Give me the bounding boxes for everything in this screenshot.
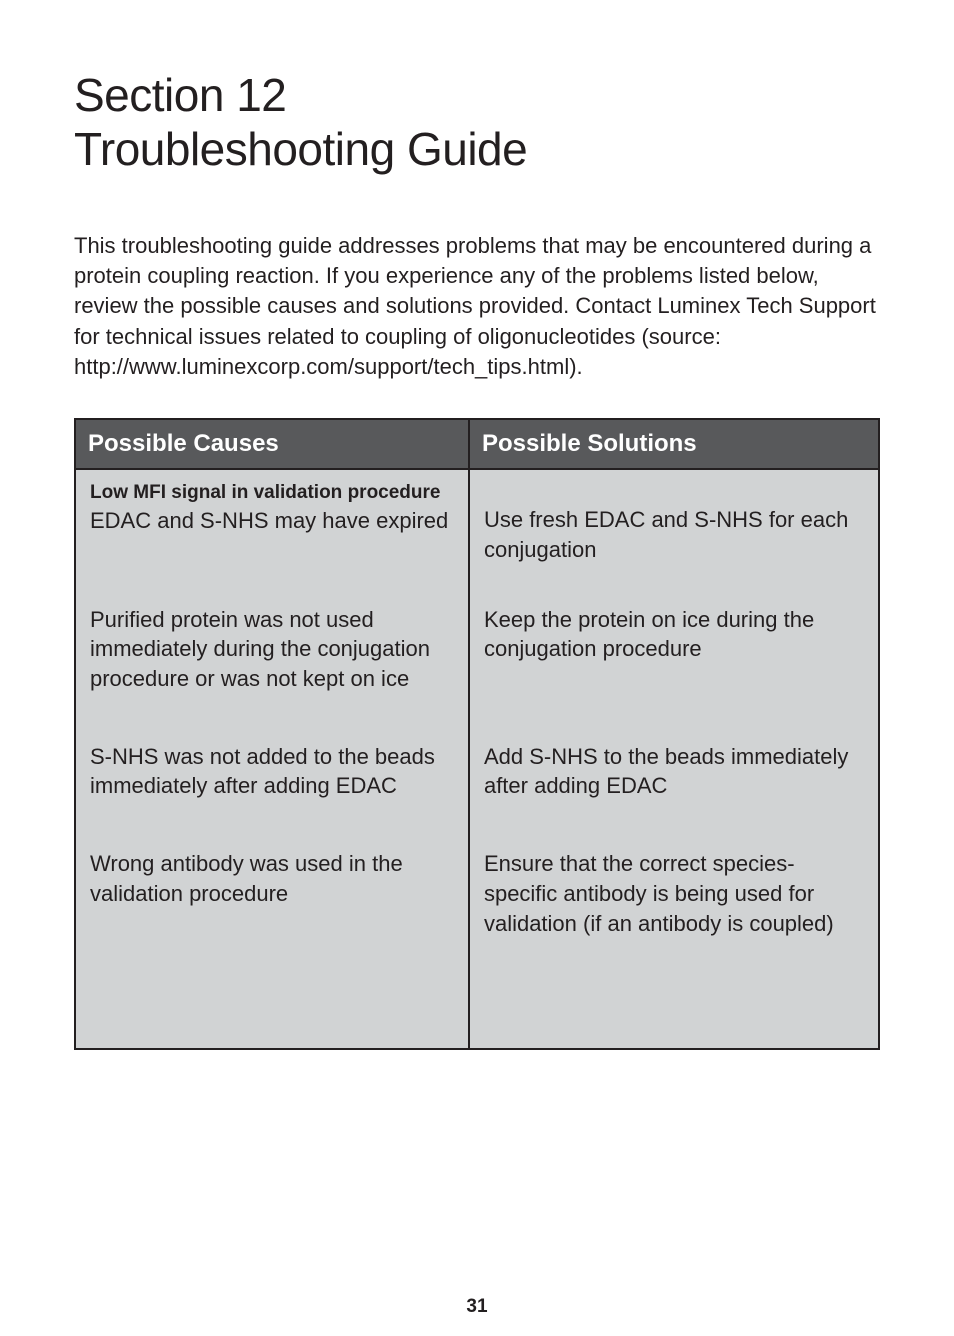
cell-cause: Low MFI signal in validation procedureED…	[75, 469, 469, 604]
cause-text: Wrong antibody was used in the validatio…	[90, 851, 403, 906]
header-causes: Possible Causes	[75, 419, 469, 469]
cell-cause: Purified protein was not used immediatel…	[75, 605, 469, 742]
cell-solution: Ensure that the correct species-specific…	[469, 849, 879, 1049]
table-row: S-NHS was not added to the beads immedia…	[75, 742, 879, 849]
cell-solution: Add S-NHS to the beads immediately after…	[469, 742, 879, 849]
header-solutions: Possible Solutions	[469, 419, 879, 469]
cause-text: S-NHS was not added to the beads immedia…	[90, 744, 435, 799]
cause-text: Purified protein was not used immediatel…	[90, 607, 430, 691]
table-row: Wrong antibody was used in the validatio…	[75, 849, 879, 1049]
intro-paragraph: This troubleshooting guide addresses pro…	[74, 231, 880, 383]
row-section-header: Low MFI signal in validation procedure	[90, 480, 454, 506]
troubleshooting-table: Possible Causes Possible Solutions Low M…	[74, 418, 880, 1050]
table-row: Low MFI signal in validation procedureED…	[75, 469, 879, 604]
page-number: 31	[0, 1296, 954, 1318]
cell-solution: Use fresh EDAC and S-NHS for each conjug…	[469, 469, 879, 604]
cell-solution: Keep the protein on ice during the conju…	[469, 605, 879, 742]
table-row: Purified protein was not used immediatel…	[75, 605, 879, 742]
table-header-row: Possible Causes Possible Solutions	[75, 419, 879, 469]
cell-cause: Wrong antibody was used in the validatio…	[75, 849, 469, 1049]
table-body: Low MFI signal in validation procedureED…	[75, 469, 879, 1049]
title-line-2: Troubleshooting Guide	[74, 123, 527, 175]
cause-text: EDAC and S-NHS may have expired	[90, 508, 448, 533]
cell-cause: S-NHS was not added to the beads immedia…	[75, 742, 469, 849]
section-title: Section 12 Troubleshooting Guide	[74, 68, 880, 177]
title-line-1: Section 12	[74, 69, 286, 121]
